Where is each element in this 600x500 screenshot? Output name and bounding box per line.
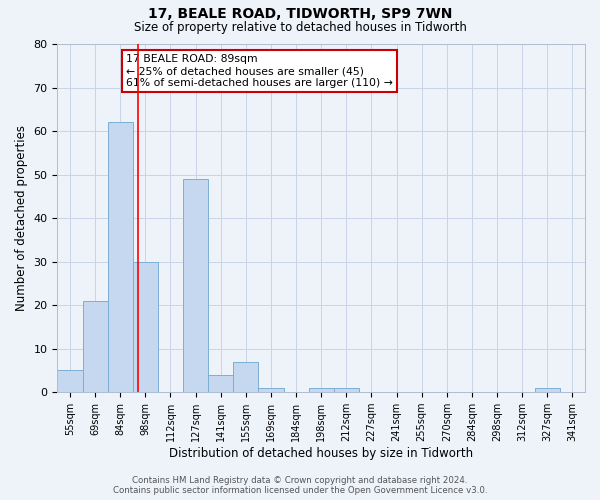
Text: Contains HM Land Registry data © Crown copyright and database right 2024.
Contai: Contains HM Land Registry data © Crown c…: [113, 476, 487, 495]
Bar: [259, 388, 284, 392]
X-axis label: Distribution of detached houses by size in Tidworth: Distribution of detached houses by size …: [169, 447, 473, 460]
Text: 17, BEALE ROAD, TIDWORTH, SP9 7WN: 17, BEALE ROAD, TIDWORTH, SP9 7WN: [148, 8, 452, 22]
Bar: [233, 362, 259, 392]
Bar: [133, 262, 158, 392]
Bar: [83, 301, 107, 392]
Bar: [334, 388, 359, 392]
Y-axis label: Number of detached properties: Number of detached properties: [15, 125, 28, 311]
Bar: [208, 375, 233, 392]
Bar: [58, 370, 83, 392]
Bar: [535, 388, 560, 392]
Bar: [107, 122, 133, 392]
Bar: [308, 388, 334, 392]
Text: Size of property relative to detached houses in Tidworth: Size of property relative to detached ho…: [134, 21, 466, 34]
Bar: [183, 179, 208, 392]
Text: 17 BEALE ROAD: 89sqm
← 25% of detached houses are smaller (45)
61% of semi-detac: 17 BEALE ROAD: 89sqm ← 25% of detached h…: [126, 54, 393, 88]
